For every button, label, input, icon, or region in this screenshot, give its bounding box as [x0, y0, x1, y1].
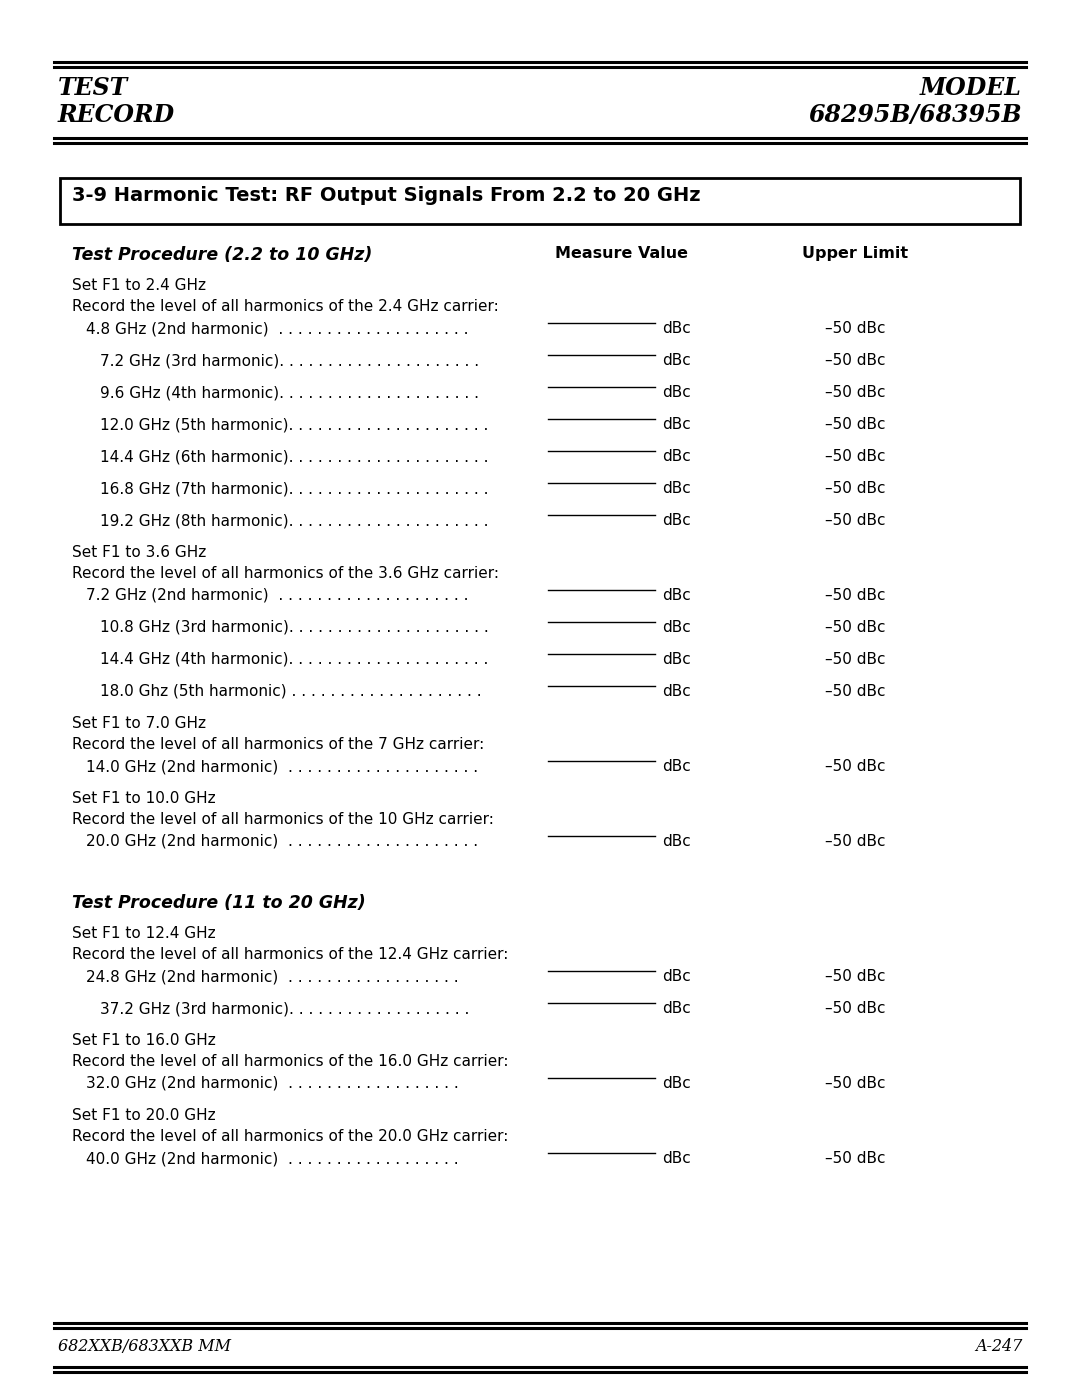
Text: –50 dBc: –50 dBc	[825, 321, 886, 337]
Text: –50 dBc: –50 dBc	[825, 1002, 886, 1016]
Text: 40.0 GHz (2nd harmonic)  . . . . . . . . . . . . . . . . . .: 40.0 GHz (2nd harmonic) . . . . . . . . …	[86, 1151, 459, 1166]
Text: –50 dBc: –50 dBc	[825, 416, 886, 432]
Text: dBc: dBc	[662, 353, 691, 367]
Text: dBc: dBc	[662, 1151, 691, 1166]
Text: Record the level of all harmonics of the 10 GHz carrier:: Record the level of all harmonics of the…	[72, 812, 494, 827]
Text: 7.2 GHz (3rd harmonic). . . . . . . . . . . . . . . . . . . . .: 7.2 GHz (3rd harmonic). . . . . . . . . …	[100, 353, 480, 367]
Text: 14.0 GHz (2nd harmonic)  . . . . . . . . . . . . . . . . . . . .: 14.0 GHz (2nd harmonic) . . . . . . . . …	[86, 759, 478, 774]
Text: Set F1 to 7.0 GHz: Set F1 to 7.0 GHz	[72, 717, 206, 731]
Text: 12.0 GHz (5th harmonic). . . . . . . . . . . . . . . . . . . . .: 12.0 GHz (5th harmonic). . . . . . . . .…	[100, 416, 488, 432]
Text: dBc: dBc	[662, 588, 691, 604]
Text: 32.0 GHz (2nd harmonic)  . . . . . . . . . . . . . . . . . .: 32.0 GHz (2nd harmonic) . . . . . . . . …	[86, 1076, 459, 1091]
Text: –50 dBc: –50 dBc	[825, 588, 886, 604]
Text: 37.2 GHz (3rd harmonic). . . . . . . . . . . . . . . . . . .: 37.2 GHz (3rd harmonic). . . . . . . . .…	[100, 1002, 470, 1016]
Text: –50 dBc: –50 dBc	[825, 481, 886, 496]
Text: –50 dBc: –50 dBc	[825, 353, 886, 367]
Text: 16.8 GHz (7th harmonic). . . . . . . . . . . . . . . . . . . . .: 16.8 GHz (7th harmonic). . . . . . . . .…	[100, 481, 488, 496]
Text: Record the level of all harmonics of the 16.0 GHz carrier:: Record the level of all harmonics of the…	[72, 1053, 509, 1069]
Text: Record the level of all harmonics of the 20.0 GHz carrier:: Record the level of all harmonics of the…	[72, 1129, 509, 1144]
Text: TEST: TEST	[58, 75, 129, 101]
Text: 68295B/68395B: 68295B/68395B	[808, 103, 1022, 127]
Text: dBc: dBc	[662, 970, 691, 983]
Text: dBc: dBc	[662, 652, 691, 666]
Text: 14.4 GHz (4th harmonic). . . . . . . . . . . . . . . . . . . . .: 14.4 GHz (4th harmonic). . . . . . . . .…	[100, 652, 488, 666]
Text: –50 dBc: –50 dBc	[825, 386, 886, 400]
Text: Set F1 to 2.4 GHz: Set F1 to 2.4 GHz	[72, 278, 206, 293]
Text: 9.6 GHz (4th harmonic). . . . . . . . . . . . . . . . . . . . .: 9.6 GHz (4th harmonic). . . . . . . . . …	[100, 386, 480, 400]
Text: A-247: A-247	[975, 1338, 1022, 1355]
Text: Record the level of all harmonics of the 2.4 GHz carrier:: Record the level of all harmonics of the…	[72, 299, 499, 314]
Text: Set F1 to 12.4 GHz: Set F1 to 12.4 GHz	[72, 926, 216, 942]
Text: Test Procedure (2.2 to 10 GHz): Test Procedure (2.2 to 10 GHz)	[72, 246, 373, 264]
Text: –50 dBc: –50 dBc	[825, 685, 886, 698]
Text: Test Procedure (11 to 20 GHz): Test Procedure (11 to 20 GHz)	[72, 894, 366, 912]
Text: dBc: dBc	[662, 481, 691, 496]
Text: –50 dBc: –50 dBc	[825, 652, 886, 666]
Text: 7.2 GHz (2nd harmonic)  . . . . . . . . . . . . . . . . . . . .: 7.2 GHz (2nd harmonic) . . . . . . . . .…	[86, 588, 469, 604]
Text: –50 dBc: –50 dBc	[825, 970, 886, 983]
Text: Set F1 to 10.0 GHz: Set F1 to 10.0 GHz	[72, 791, 216, 806]
Text: 20.0 GHz (2nd harmonic)  . . . . . . . . . . . . . . . . . . . .: 20.0 GHz (2nd harmonic) . . . . . . . . …	[86, 834, 478, 849]
Text: RECORD: RECORD	[58, 103, 175, 127]
Bar	[60, 177, 1020, 224]
Text: –50 dBc: –50 dBc	[825, 1076, 886, 1091]
Text: dBc: dBc	[662, 386, 691, 400]
Text: dBc: dBc	[662, 1076, 691, 1091]
Text: 24.8 GHz (2nd harmonic)  . . . . . . . . . . . . . . . . . .: 24.8 GHz (2nd harmonic) . . . . . . . . …	[86, 970, 459, 983]
Text: Set F1 to 16.0 GHz: Set F1 to 16.0 GHz	[72, 1032, 216, 1048]
Text: dBc: dBc	[662, 448, 691, 464]
Text: 18.0 Ghz (5th harmonic) . . . . . . . . . . . . . . . . . . . .: 18.0 Ghz (5th harmonic) . . . . . . . . …	[100, 685, 482, 698]
Text: –50 dBc: –50 dBc	[825, 448, 886, 464]
Text: 19.2 GHz (8th harmonic). . . . . . . . . . . . . . . . . . . . .: 19.2 GHz (8th harmonic). . . . . . . . .…	[100, 513, 488, 528]
Text: dBc: dBc	[662, 759, 691, 774]
Text: Upper Limit: Upper Limit	[802, 246, 908, 261]
Text: 682XXB/683XXB MM: 682XXB/683XXB MM	[58, 1338, 231, 1355]
Text: dBc: dBc	[662, 834, 691, 849]
Text: –50 dBc: –50 dBc	[825, 620, 886, 636]
Text: 10.8 GHz (3rd harmonic). . . . . . . . . . . . . . . . . . . . .: 10.8 GHz (3rd harmonic). . . . . . . . .…	[100, 620, 489, 636]
Text: 14.4 GHz (6th harmonic). . . . . . . . . . . . . . . . . . . . .: 14.4 GHz (6th harmonic). . . . . . . . .…	[100, 448, 488, 464]
Text: Set F1 to 20.0 GHz: Set F1 to 20.0 GHz	[72, 1108, 216, 1123]
Text: dBc: dBc	[662, 1002, 691, 1016]
Text: Set F1 to 3.6 GHz: Set F1 to 3.6 GHz	[72, 545, 206, 560]
Text: Measure Value: Measure Value	[555, 246, 688, 261]
Text: dBc: dBc	[662, 620, 691, 636]
Text: dBc: dBc	[662, 321, 691, 337]
Text: –50 dBc: –50 dBc	[825, 759, 886, 774]
Text: dBc: dBc	[662, 513, 691, 528]
Text: –50 dBc: –50 dBc	[825, 1151, 886, 1166]
Text: dBc: dBc	[662, 416, 691, 432]
Text: Record the level of all harmonics of the 12.4 GHz carrier:: Record the level of all harmonics of the…	[72, 947, 509, 963]
Text: 3-9 Harmonic Test: RF Output Signals From 2.2 to 20 GHz: 3-9 Harmonic Test: RF Output Signals Fro…	[72, 186, 701, 205]
Text: –50 dBc: –50 dBc	[825, 513, 886, 528]
Text: –50 dBc: –50 dBc	[825, 834, 886, 849]
Text: dBc: dBc	[662, 685, 691, 698]
Text: Record the level of all harmonics of the 3.6 GHz carrier:: Record the level of all harmonics of the…	[72, 566, 499, 581]
Text: MODEL: MODEL	[920, 75, 1022, 101]
Text: Record the level of all harmonics of the 7 GHz carrier:: Record the level of all harmonics of the…	[72, 738, 484, 752]
Text: 4.8 GHz (2nd harmonic)  . . . . . . . . . . . . . . . . . . . .: 4.8 GHz (2nd harmonic) . . . . . . . . .…	[86, 321, 469, 337]
